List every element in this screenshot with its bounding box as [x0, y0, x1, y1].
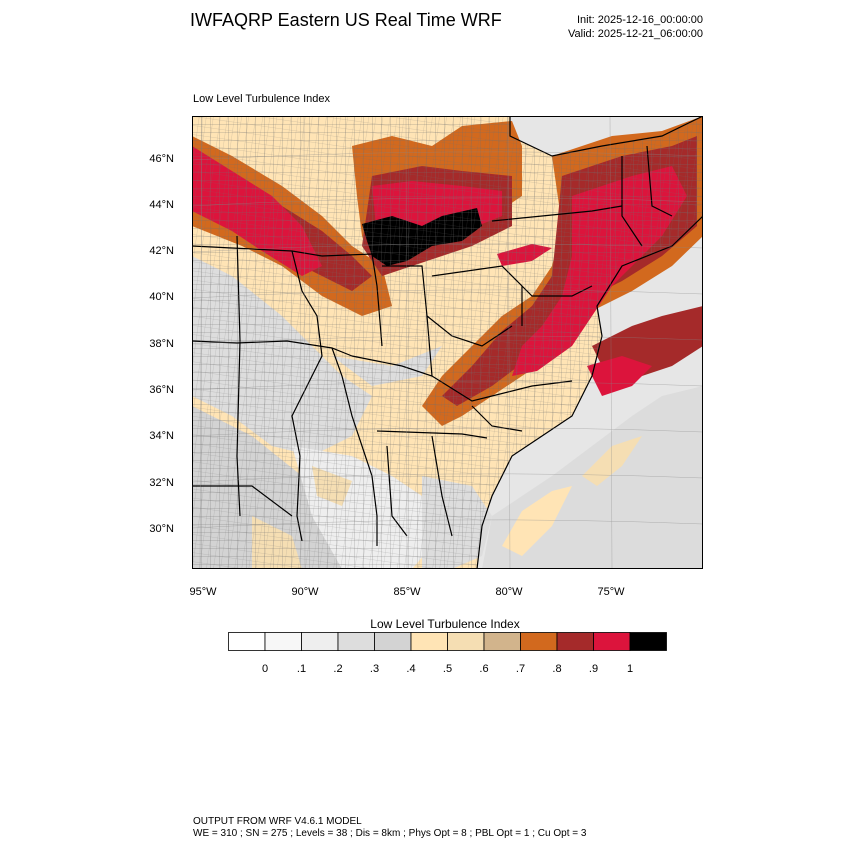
model-info-line1: OUTPUT FROM WRF V4.6.1 MODEL	[193, 816, 362, 827]
graticule	[192, 116, 703, 569]
colorbar-tick-label: 0	[261, 663, 269, 675]
colorbar-swatch	[228, 632, 266, 651]
colorbar-tick-label: .4	[406, 663, 416, 675]
colorbar-swatch	[264, 632, 302, 651]
lon-label: 90°W	[291, 586, 319, 598]
colorbar-tick-label: .2	[333, 663, 343, 675]
state-borders	[192, 116, 703, 569]
colorbar-tick-label: .7	[515, 663, 526, 675]
model-info-line2: WE = 310 ; SN = 275 ; Levels = 38 ; Dis …	[193, 828, 587, 839]
lat-label: 34°N	[149, 430, 174, 442]
plot-title: IWFAQRP Eastern US Real Time WRF	[190, 10, 502, 30]
valid-time: Valid: 2025-12-21_06:00:00	[568, 28, 703, 40]
lat-label: 36°N	[149, 384, 174, 396]
colorbar-tick-label: .3	[369, 663, 380, 675]
colorbar-tick-label: 1	[626, 663, 634, 675]
colorbar-tick-label: .8	[552, 663, 562, 675]
colorbar-swatch	[301, 632, 339, 651]
lat-label: 38°N	[149, 338, 174, 350]
lat-label: 40°N	[149, 291, 174, 303]
colorbar	[228, 632, 667, 651]
colorbar-tick-label: .6	[479, 663, 489, 675]
colorbar-tick-label: .9	[588, 663, 599, 675]
lon-label: 80°W	[495, 586, 523, 598]
colorbar-swatch	[410, 632, 448, 651]
map-frame	[192, 116, 703, 569]
colorbar-swatch	[556, 632, 594, 651]
lon-label: 95°W	[189, 586, 217, 598]
init-time: Init: 2025-12-16_00:00:00	[577, 14, 703, 26]
turbulence-map	[192, 116, 703, 569]
map-subtitle: Low Level Turbulence Index	[193, 93, 330, 105]
model-info: OUTPUT FROM WRF V4.6.1 MODEL WE = 310 ; …	[193, 816, 586, 840]
colorbar-swatch	[483, 632, 521, 651]
colorbar-swatch	[629, 632, 667, 651]
colorbar-swatch	[520, 632, 558, 651]
lat-label: 30°N	[149, 523, 174, 535]
time-info: Init: 2025-12-16_00:00:00 Valid: 2025-12…	[540, 13, 703, 41]
lat-label: 46°N	[149, 153, 174, 165]
colorbar-title: Low Level Turbulence Index	[370, 617, 520, 631]
lon-label: 75°W	[597, 586, 625, 598]
colorbar-swatch	[593, 632, 631, 651]
lon-label: 85°W	[393, 586, 421, 598]
colorbar-swatch	[337, 632, 375, 651]
lat-label: 42°N	[149, 245, 174, 257]
colorbar-swatch	[447, 632, 485, 651]
colorbar-tick-label: .5	[442, 663, 453, 675]
colorbar-swatch	[374, 632, 412, 651]
colorbar-tick-label: .1	[296, 663, 307, 675]
lat-label: 32°N	[149, 477, 174, 489]
lat-label: 44°N	[149, 199, 174, 211]
